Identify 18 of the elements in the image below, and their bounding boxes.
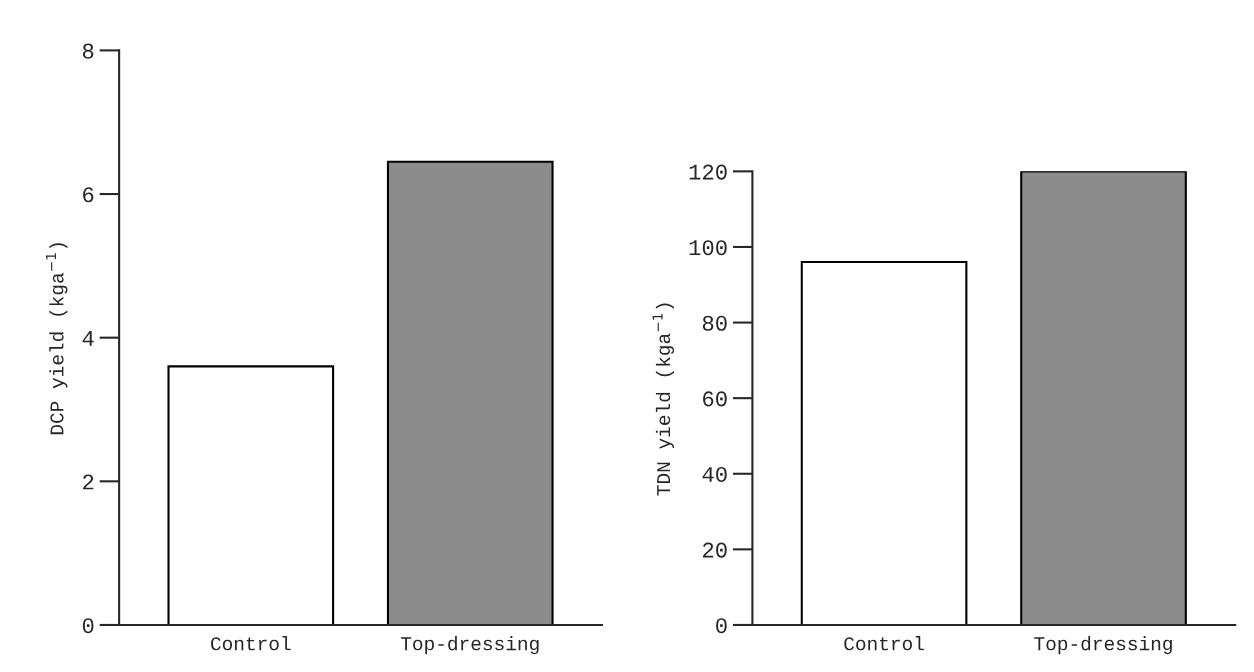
y-tick-label: 60 bbox=[703, 391, 727, 407]
y-tick-label: 2 bbox=[83, 474, 94, 490]
y-tick-label: 6 bbox=[83, 187, 94, 203]
y-tick-label: 80 bbox=[702, 315, 727, 331]
y-tick-label: 100 bbox=[689, 240, 727, 256]
y-axis-title: DCP yield (kga$^{−1}$) bbox=[46, 243, 68, 435]
y-tick-label: 8 bbox=[82, 43, 94, 59]
y-tick-label: 0 bbox=[82, 618, 94, 634]
x-tick-label: Top-dressing bbox=[400, 636, 539, 655]
y-axis-title: TDN yield (kga$^{−1}$) bbox=[652, 303, 675, 496]
x-tick-label: Top-dressing bbox=[1034, 636, 1172, 655]
y-tick-label: 20 bbox=[702, 542, 727, 558]
y-tick-label: 0 bbox=[716, 618, 727, 634]
y-tick-label: 40 bbox=[702, 466, 727, 483]
y-tick-label: 120 bbox=[689, 164, 727, 180]
y-tick-label: 4 bbox=[82, 331, 94, 346]
x-tick-label: Control bbox=[844, 636, 924, 651]
x-tick-label: Control bbox=[211, 636, 291, 651]
